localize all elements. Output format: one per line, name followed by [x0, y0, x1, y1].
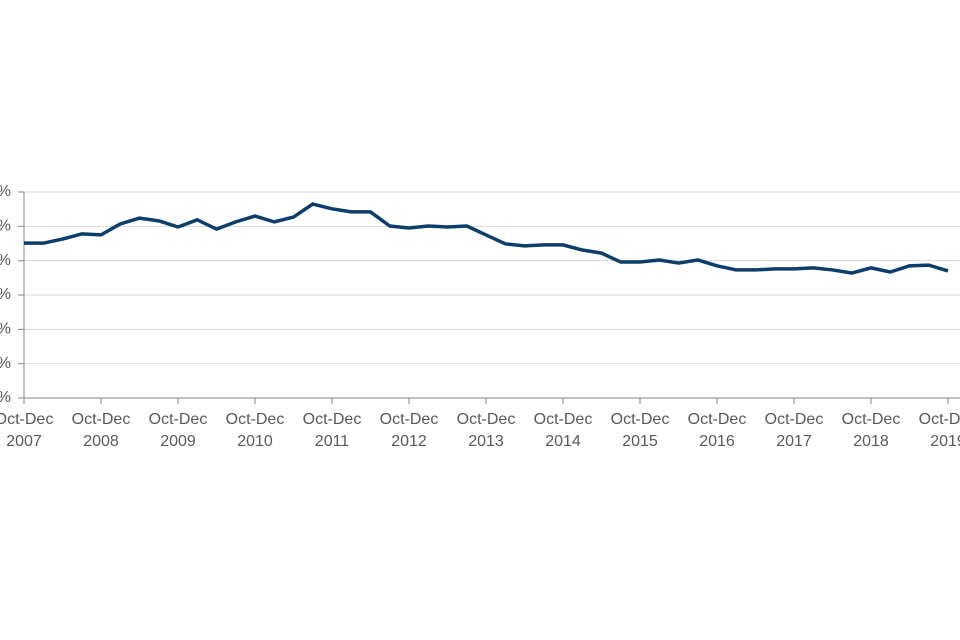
x-tick-label: Oct-Dec 2009 — [148, 411, 208, 450]
x-tick-label: Oct-Dec 2007 — [0, 411, 54, 450]
y-tick-label: % — [0, 321, 11, 338]
x-tick-label: Oct-Dec 2012 — [379, 411, 439, 450]
x-tick-label: Oct-Dec 2013 — [456, 411, 516, 450]
x-tick-label: Oct-Dec 2015 — [610, 411, 670, 450]
x-tick-label: Oct-Dec 2014 — [533, 411, 593, 450]
x-tick-label: Oct-Dec 2010 — [225, 411, 285, 450]
y-tick-label: % — [0, 183, 11, 200]
x-tick-label: Oct-Dec 2011 — [302, 411, 362, 450]
x-tick-label: Oct-Dec 2019 — [918, 411, 960, 450]
y-tick-label: % — [0, 389, 11, 406]
x-tick-label: Oct-Dec 2016 — [687, 411, 747, 450]
y-tick-label: % — [0, 355, 11, 372]
x-tick-label: Oct-Dec 2017 — [764, 411, 824, 450]
data-line — [24, 202, 949, 275]
x-tick-label: Oct-Dec 2008 — [71, 411, 131, 450]
x-tick-label: Oct-Dec 2018 — [841, 411, 901, 450]
y-tick-label: % — [0, 286, 11, 303]
y-tick-label: % — [0, 218, 11, 235]
y-tick-label: % — [0, 252, 11, 269]
